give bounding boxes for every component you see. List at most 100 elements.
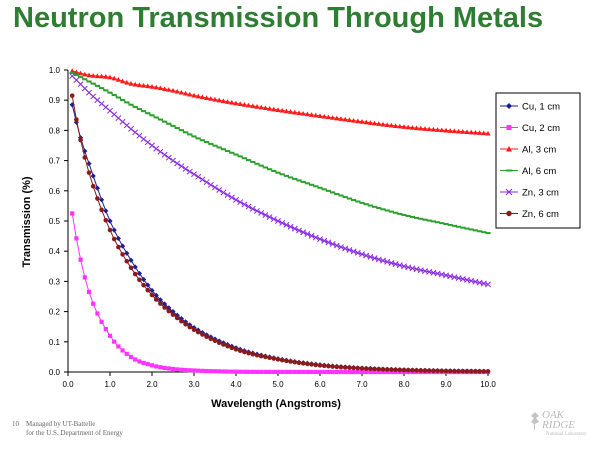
data-point bbox=[309, 369, 314, 375]
data-point bbox=[338, 364, 344, 370]
data-point bbox=[107, 227, 113, 233]
data-point bbox=[225, 149, 231, 152]
data-point bbox=[95, 311, 100, 316]
data-point bbox=[368, 369, 373, 375]
data-point bbox=[342, 365, 348, 370]
data-point bbox=[153, 145, 160, 152]
x-tick-label: 7.0 bbox=[356, 380, 368, 389]
data-point bbox=[313, 369, 318, 375]
data-point bbox=[481, 231, 487, 234]
series-zn-3-cm bbox=[69, 73, 491, 288]
data-point bbox=[431, 368, 436, 374]
data-point bbox=[145, 287, 151, 293]
data-point bbox=[178, 163, 185, 170]
series-line bbox=[71, 104, 489, 372]
data-point bbox=[74, 236, 79, 241]
data-point bbox=[317, 236, 323, 243]
x-tick-label: 1.0 bbox=[104, 380, 116, 389]
data-point bbox=[128, 265, 134, 271]
data-point bbox=[275, 369, 281, 375]
data-point bbox=[426, 126, 432, 132]
data-point bbox=[317, 113, 323, 119]
data-point bbox=[292, 359, 298, 365]
data-point bbox=[317, 369, 323, 375]
data-point bbox=[351, 369, 356, 375]
data-point bbox=[107, 218, 113, 224]
data-point bbox=[364, 369, 369, 375]
x-tick-label: 0.0 bbox=[62, 380, 74, 389]
data-point bbox=[124, 101, 130, 104]
data-point bbox=[128, 125, 134, 132]
data-point bbox=[136, 82, 142, 88]
data-point bbox=[221, 369, 226, 374]
data-point bbox=[456, 368, 461, 374]
data-point bbox=[405, 214, 411, 217]
data-point bbox=[443, 223, 449, 226]
data-point bbox=[90, 73, 96, 78]
data-point bbox=[443, 368, 449, 374]
data-point bbox=[330, 191, 336, 194]
data-point bbox=[204, 141, 210, 144]
data-point bbox=[322, 369, 327, 375]
data-point bbox=[136, 132, 143, 139]
data-point bbox=[220, 98, 226, 104]
data-point bbox=[107, 74, 113, 80]
data-point bbox=[477, 130, 483, 135]
data-point bbox=[350, 248, 357, 255]
data-point bbox=[460, 368, 466, 374]
data-point bbox=[94, 185, 100, 191]
x-tick-label: 5.0 bbox=[272, 380, 284, 389]
data-point bbox=[368, 366, 373, 372]
data-point bbox=[212, 184, 218, 191]
data-point bbox=[505, 188, 513, 196]
data-point bbox=[355, 369, 360, 375]
data-point bbox=[166, 305, 172, 311]
data-point bbox=[99, 87, 105, 90]
data-point bbox=[207, 181, 214, 188]
data-point bbox=[485, 130, 491, 136]
data-point bbox=[107, 91, 113, 94]
data-point bbox=[208, 336, 214, 342]
data-point bbox=[313, 112, 319, 118]
data-point bbox=[170, 366, 176, 372]
legend-item: Cu, 2 cm bbox=[500, 123, 560, 134]
data-point bbox=[149, 114, 155, 117]
data-point bbox=[124, 250, 130, 256]
data-point bbox=[300, 110, 306, 116]
data-point bbox=[166, 366, 171, 371]
data-point bbox=[473, 368, 478, 374]
data-point bbox=[145, 112, 151, 115]
data-point bbox=[78, 70, 84, 76]
data-point bbox=[376, 121, 382, 126]
data-point bbox=[334, 364, 340, 370]
data-point bbox=[174, 88, 180, 94]
data-point bbox=[288, 109, 294, 114]
data-point bbox=[132, 271, 138, 277]
x-tick-label: 3.0 bbox=[188, 380, 200, 389]
data-point bbox=[191, 171, 197, 178]
data-point bbox=[338, 194, 344, 197]
data-point bbox=[187, 133, 193, 136]
data-point bbox=[99, 207, 104, 213]
data-point bbox=[183, 90, 189, 96]
y-axis-label: Transmission (%) bbox=[21, 176, 33, 267]
data-point bbox=[304, 182, 310, 185]
data-point bbox=[326, 369, 331, 375]
data-point bbox=[309, 183, 315, 186]
data-point bbox=[347, 365, 352, 370]
data-point bbox=[86, 72, 92, 78]
data-point bbox=[111, 236, 117, 242]
data-point bbox=[183, 131, 189, 134]
data-point bbox=[137, 277, 142, 283]
data-point bbox=[359, 366, 365, 371]
data-point bbox=[237, 199, 244, 206]
data-point bbox=[254, 352, 260, 358]
data-point bbox=[317, 186, 323, 189]
data-point bbox=[393, 367, 398, 373]
data-point bbox=[321, 113, 327, 119]
data-point bbox=[132, 105, 138, 108]
data-point bbox=[330, 369, 335, 375]
data-point bbox=[262, 166, 268, 169]
data-point bbox=[250, 103, 256, 109]
data-point bbox=[279, 107, 285, 113]
